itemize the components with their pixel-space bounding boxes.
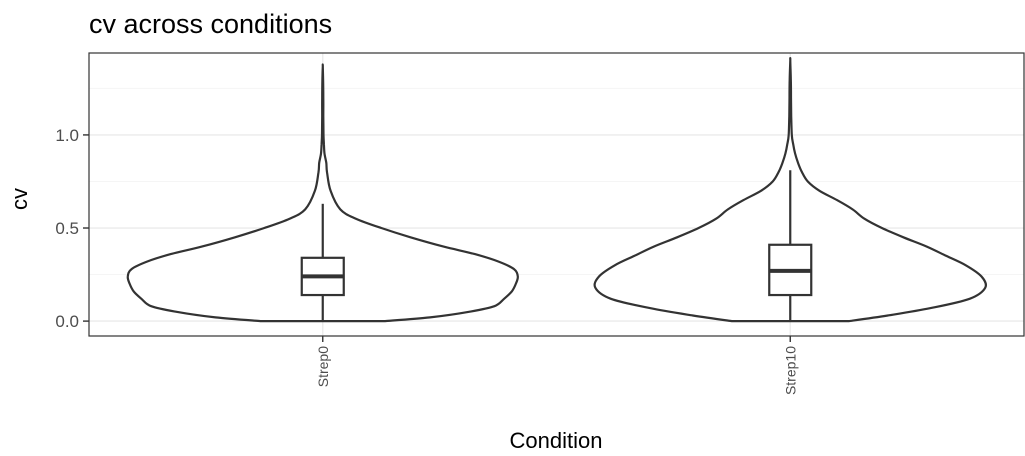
x-tick-label-Strep10: Strep10 xyxy=(782,346,798,395)
y-axis-title: cv xyxy=(7,188,32,210)
x-tick-label-Strep0: Strep0 xyxy=(315,346,331,387)
boxplots-layer xyxy=(300,170,813,322)
y-tick-label: 0.0 xyxy=(55,312,79,331)
violin-Strep0 xyxy=(126,63,519,323)
panel-border xyxy=(88,52,1025,337)
x-axis: Strep0 Strep10 xyxy=(315,336,798,395)
chart-title: cv across conditions xyxy=(89,9,332,39)
violins-layer xyxy=(126,56,988,323)
grid-lines xyxy=(89,53,1024,336)
y-tick-label: 0.5 xyxy=(55,219,79,238)
y-tick-label: 1.0 xyxy=(55,126,79,145)
y-axis: 0.0 0.5 1.0 xyxy=(55,126,89,331)
x-axis-title: Condition xyxy=(510,428,603,453)
